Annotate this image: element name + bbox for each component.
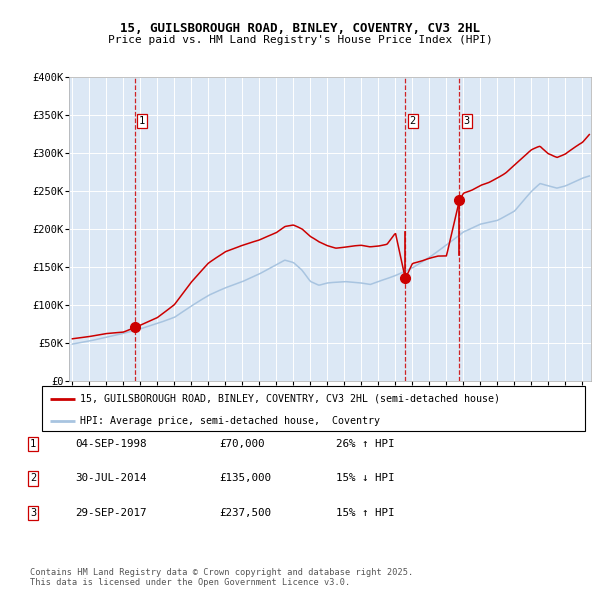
Text: 29-SEP-2017: 29-SEP-2017 bbox=[75, 508, 146, 517]
Text: HPI: Average price, semi-detached house,  Coventry: HPI: Average price, semi-detached house,… bbox=[80, 416, 380, 426]
Text: £135,000: £135,000 bbox=[219, 474, 271, 483]
Text: 1: 1 bbox=[139, 116, 145, 126]
Text: 2: 2 bbox=[30, 474, 36, 483]
Text: 15% ↑ HPI: 15% ↑ HPI bbox=[336, 508, 395, 517]
Text: 3: 3 bbox=[463, 116, 470, 126]
Text: 26% ↑ HPI: 26% ↑ HPI bbox=[336, 440, 395, 449]
Text: 1: 1 bbox=[30, 440, 36, 449]
Text: 04-SEP-1998: 04-SEP-1998 bbox=[75, 440, 146, 449]
FancyBboxPatch shape bbox=[42, 386, 585, 431]
Text: 15, GUILSBOROUGH ROAD, BINLEY, COVENTRY, CV3 2HL: 15, GUILSBOROUGH ROAD, BINLEY, COVENTRY,… bbox=[120, 22, 480, 35]
Text: 2: 2 bbox=[410, 116, 416, 126]
Text: Contains HM Land Registry data © Crown copyright and database right 2025.
This d: Contains HM Land Registry data © Crown c… bbox=[30, 568, 413, 587]
Text: £70,000: £70,000 bbox=[219, 440, 265, 449]
Text: 3: 3 bbox=[30, 508, 36, 517]
Text: 15, GUILSBOROUGH ROAD, BINLEY, COVENTRY, CV3 2HL (semi-detached house): 15, GUILSBOROUGH ROAD, BINLEY, COVENTRY,… bbox=[80, 394, 500, 404]
Text: Price paid vs. HM Land Registry's House Price Index (HPI): Price paid vs. HM Land Registry's House … bbox=[107, 35, 493, 45]
Text: 30-JUL-2014: 30-JUL-2014 bbox=[75, 474, 146, 483]
Text: £237,500: £237,500 bbox=[219, 508, 271, 517]
Text: 15% ↓ HPI: 15% ↓ HPI bbox=[336, 474, 395, 483]
